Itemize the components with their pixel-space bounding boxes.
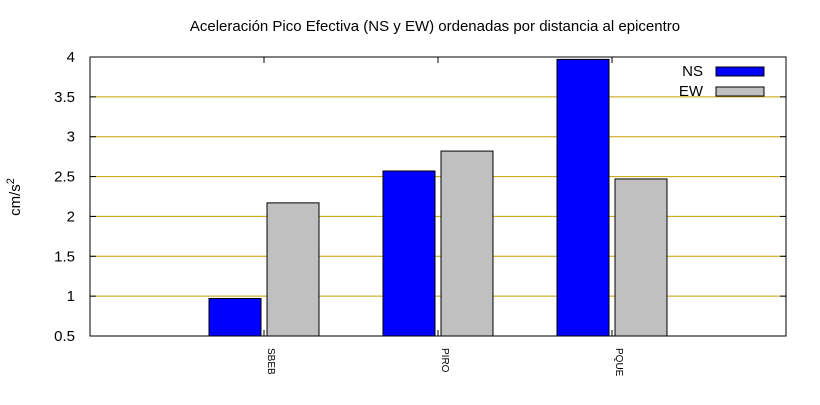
bar-ns-sbeb (208, 298, 262, 337)
x-tick-label-pque: PQUE (613, 348, 624, 377)
y-axis-label-exponent: 2 (5, 178, 17, 184)
y-axis-label-unit: cm/s (7, 184, 24, 216)
grid-lines (90, 96, 786, 297)
legend-swatch-ns (715, 66, 765, 77)
x-tick-label-piro: PIRO (439, 348, 450, 373)
chart-title: Aceleración Pico Efectiva (NS y EW) orde… (190, 18, 680, 35)
bars (208, 58, 668, 337)
legend-swatch-ew (715, 86, 765, 97)
y-tick-label: 1.5 (54, 248, 75, 265)
tick-labels: 0.5 1 1.5 2 2.5 3 3.5 4 SBEB PIRO PQUE (54, 49, 624, 377)
legend-label-ew: EW (679, 83, 704, 100)
y-tick-label: 3.5 (54, 89, 75, 106)
y-tick-label: 2.5 (54, 169, 75, 186)
y-tick-label: 1 (67, 288, 75, 305)
legend: NS EW (679, 63, 765, 100)
y-tick-label: 4 (67, 49, 75, 66)
legend-label-ns: NS (682, 63, 703, 80)
bar-ew-sbeb (266, 202, 320, 337)
bar-ns-pque (556, 58, 610, 337)
y-tick-label: 2 (67, 208, 75, 225)
x-tick-label-sbeb: SBEB (265, 348, 276, 375)
y-axis-label: cm/s2 (5, 178, 24, 216)
y-tick-label: 3 (67, 129, 75, 146)
plot-frame (89, 56, 787, 337)
bar-ew-piro (440, 150, 494, 337)
y-tick-label: 0.5 (54, 328, 75, 345)
bar-ew-pque (614, 178, 668, 337)
bar-ns-piro (382, 170, 436, 337)
